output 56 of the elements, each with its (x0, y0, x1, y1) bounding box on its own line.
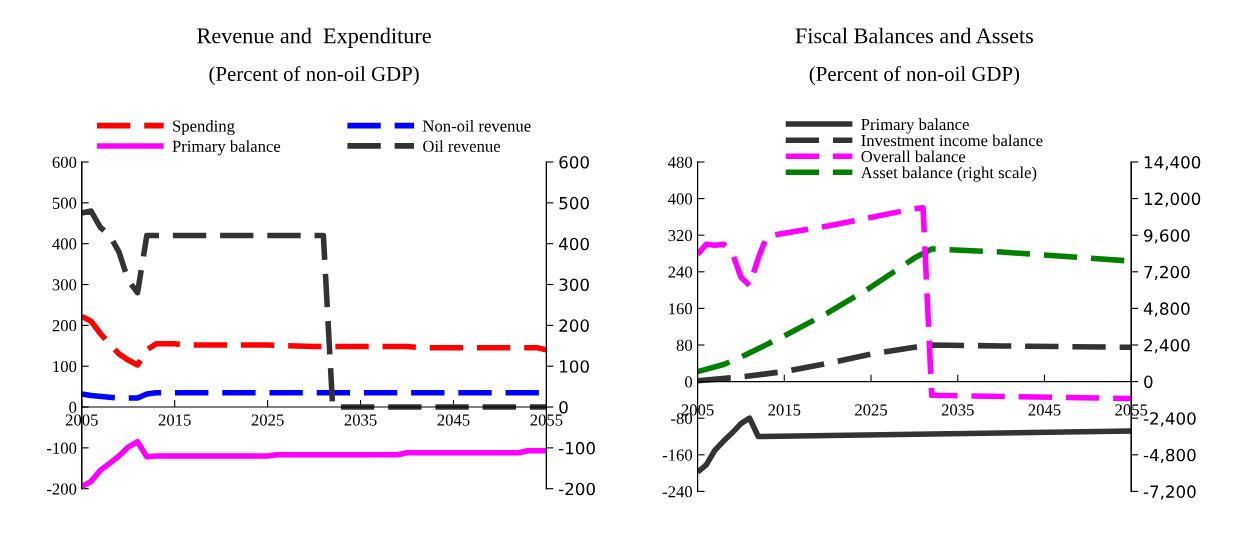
x-tick-label: 2045 (1028, 404, 1061, 416)
legend-label: Investment income balance (861, 134, 1043, 147)
y-tick-label: 500 (52, 197, 77, 209)
x-tick-label: 2035 (941, 404, 974, 416)
x-tick-label: 2025 (855, 404, 888, 416)
y2-tick-label: 100 (560, 360, 589, 373)
y-tick-label: -100 (46, 442, 77, 454)
x-tick-label: 2025 (251, 414, 284, 426)
y2-tick-label: 7,200 (1144, 265, 1190, 281)
y-tick-label: 200 (52, 320, 77, 332)
y2-tick-label: 300 (559, 278, 589, 292)
legend-label: Spending (173, 119, 235, 136)
x-tick-label: 2015 (158, 414, 191, 426)
y-tick-label: 300 (52, 279, 77, 291)
y-tick-label: 480 (668, 156, 693, 168)
y-tick-label: 100 (53, 360, 77, 373)
y-tick-label: 240 (668, 266, 693, 278)
y-tick-label: 400 (668, 193, 693, 205)
y2-tick-label: -7,200 (1143, 485, 1196, 500)
legend-label: Oil revenue (423, 140, 501, 152)
y2-tick-label: -200 (559, 482, 595, 496)
y2-tick-label: 200 (559, 319, 589, 332)
chart-subtitle: (Percent of non-oil GDP) (209, 66, 419, 86)
y-tick-label: -240 (662, 486, 693, 498)
y2-tick-label: 4,800 (1143, 302, 1190, 317)
y2-tick-label: 600 (559, 155, 589, 169)
y2-tick-label: 2,400 (1144, 338, 1190, 354)
legend-label: Overall balance (861, 150, 966, 163)
chart-subtitle: (Percent of non-oil GDP) (809, 66, 1020, 86)
chart-title: Fiscal Balances and Assets (795, 27, 1033, 44)
y-tick-label: 80 (676, 339, 693, 351)
y-tick-label: 160 (669, 303, 693, 315)
chart-title: Revenue and Expenditure (197, 27, 431, 48)
y-tick-label: 0 (69, 401, 77, 413)
legend-label: Non-oil revenue (422, 119, 531, 132)
y2-tick-label: 400 (559, 237, 589, 251)
legend-label: Primary balance (172, 140, 281, 156)
y2-tick-label: -4,800 (1143, 448, 1196, 464)
y2-tick-label: 14,400 (1144, 155, 1201, 171)
y-tick-label: -160 (662, 449, 693, 461)
y-tick-label: 0 (685, 376, 693, 388)
legend-label: Asset balance (right scale) (860, 166, 1037, 182)
legend-label: Primary balance (861, 118, 969, 134)
x-tick-label: 2045 (437, 414, 470, 426)
y2-tick-label: 0 (559, 400, 568, 414)
y-tick-label: 320 (668, 229, 693, 242)
x-tick-label: 2015 (768, 404, 801, 416)
x-tick-label: 2035 (344, 414, 377, 426)
y2-tick-label: 500 (559, 196, 589, 210)
y2-tick-label: 12,000 (1144, 192, 1201, 207)
y2-tick-label: 9,600 (1144, 229, 1190, 244)
y-tick-label: -200 (46, 483, 77, 495)
y2-tick-label: -100 (559, 441, 595, 455)
y-tick-label: 400 (52, 238, 77, 250)
y-tick-label: 600 (52, 156, 77, 168)
y2-tick-label: 0 (1144, 375, 1153, 389)
